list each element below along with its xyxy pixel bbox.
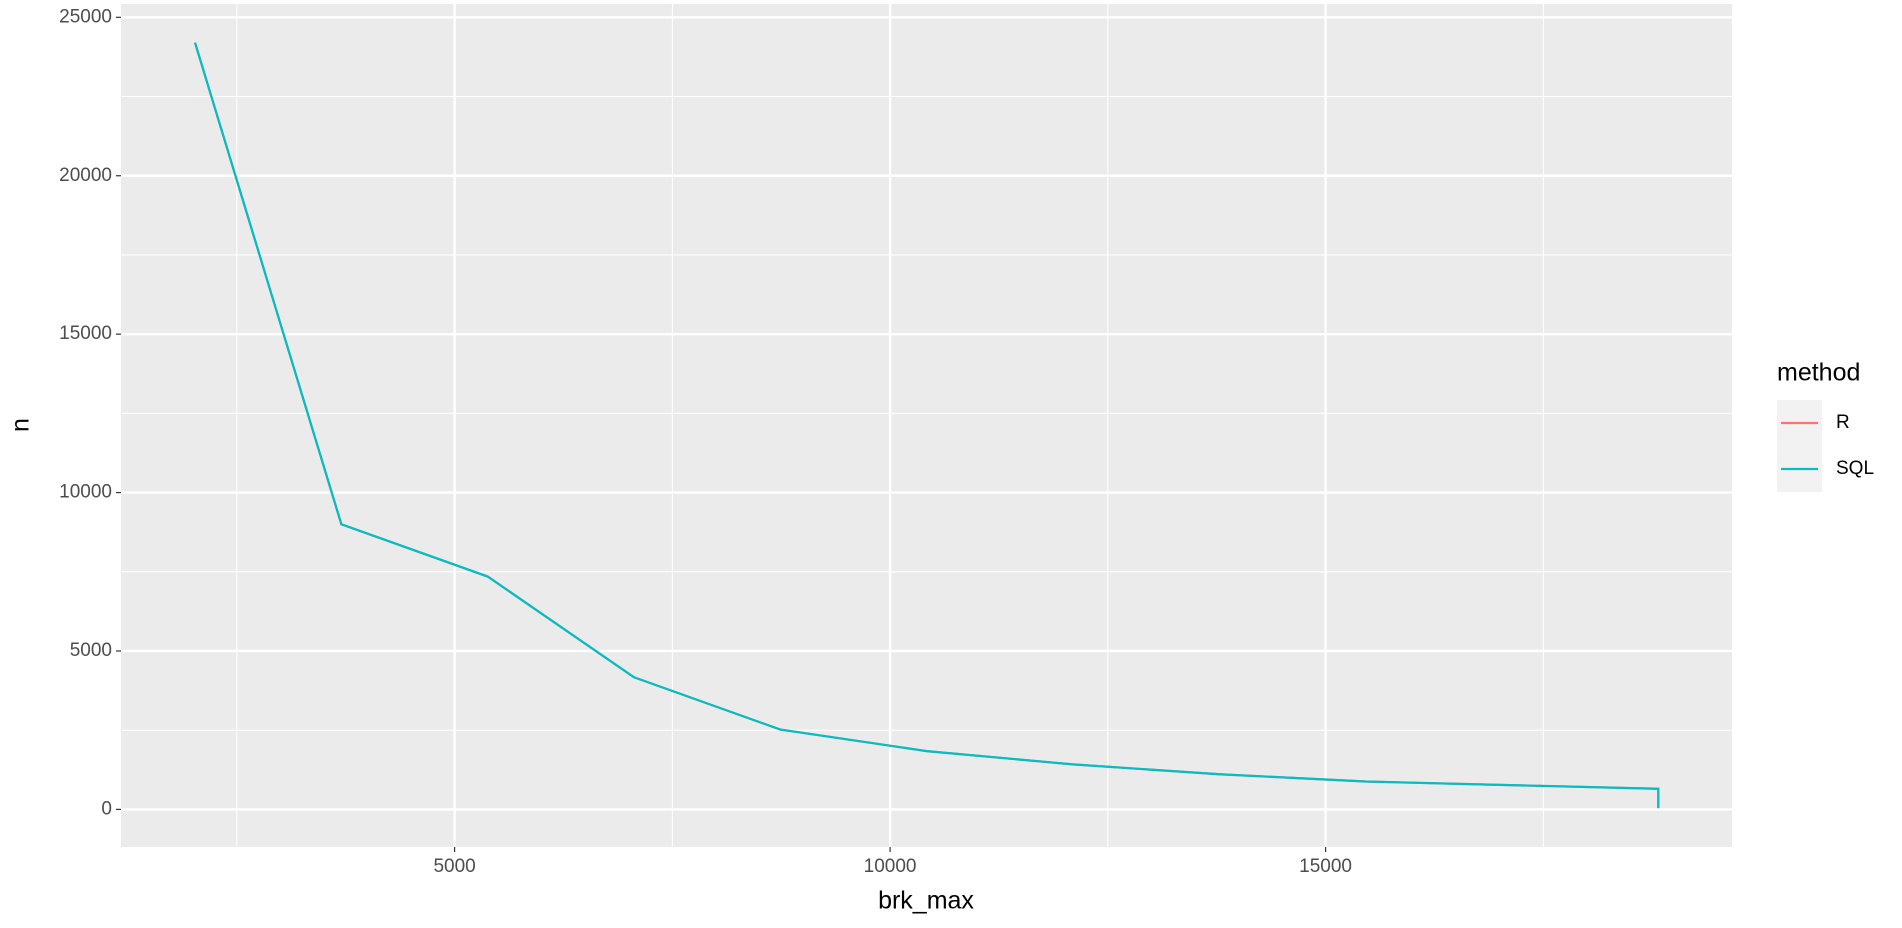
x-tick-label: 15000 — [1299, 856, 1352, 877]
marks — [193, 42, 1660, 809]
y-tick-label: 25000 — [59, 6, 112, 27]
y-tick-label: 10000 — [59, 482, 112, 503]
legend-title: method — [1777, 359, 1860, 387]
panel — [121, 4, 1732, 847]
y-tick-label: 15000 — [59, 323, 112, 344]
x-tick-label: 5000 — [433, 856, 475, 877]
series-line — [193, 42, 1660, 809]
y-axis-title: n — [7, 418, 35, 432]
grid — [121, 4, 1732, 847]
x-tick-label: 10000 — [864, 856, 917, 877]
y-tick-label: 0 — [101, 798, 112, 819]
x-axis-title: brk_max — [878, 887, 974, 915]
y-tick-label: 5000 — [70, 640, 112, 661]
legend-label: R — [1836, 412, 1850, 433]
legend-label: SQL — [1836, 458, 1874, 479]
legend-keys — [1777, 400, 1822, 492]
y-tick-label: 20000 — [59, 165, 112, 186]
